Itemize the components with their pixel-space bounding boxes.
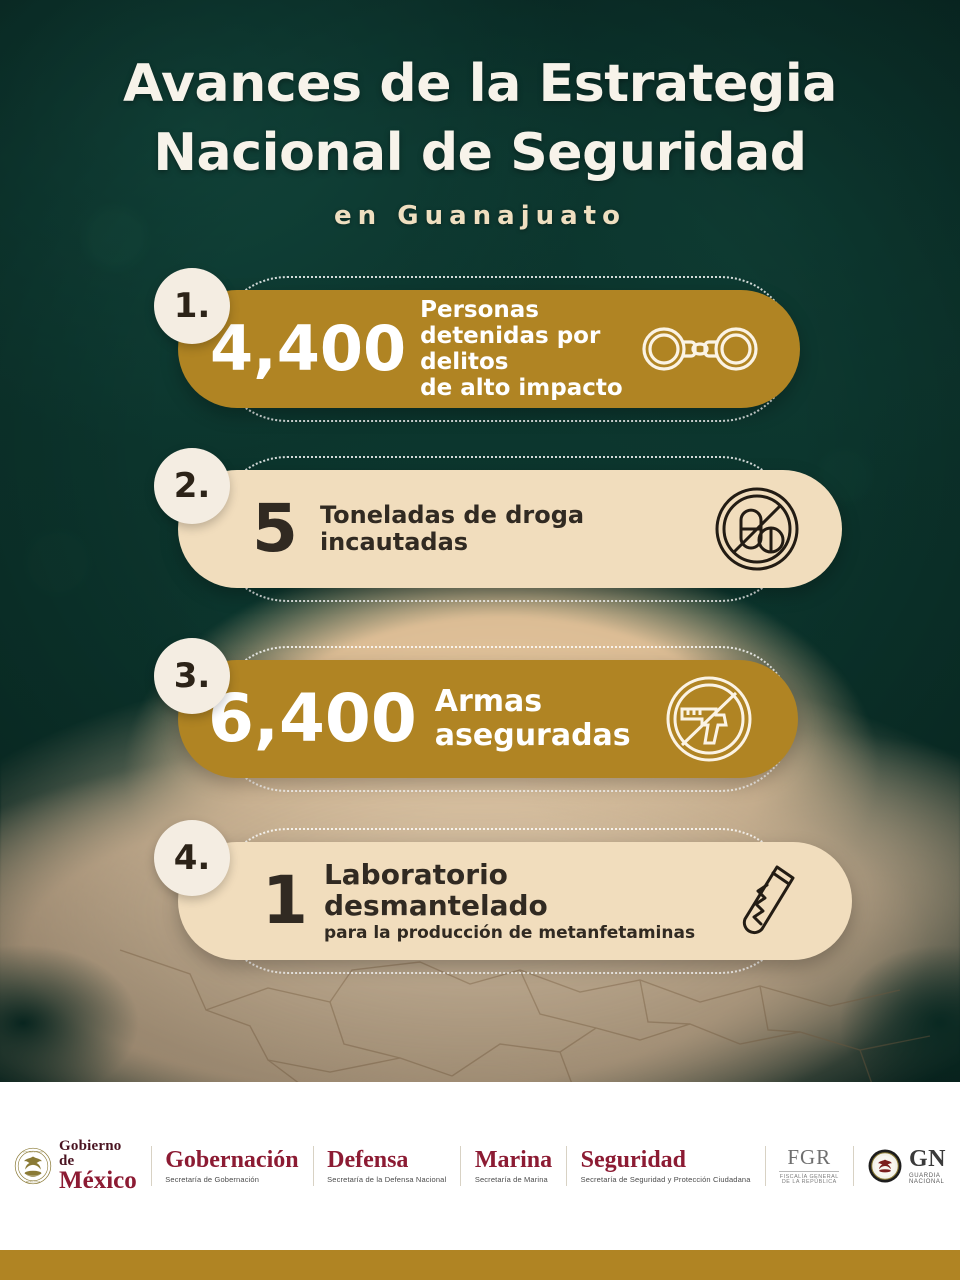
stat-label-line-2: desmantelado xyxy=(323,889,548,923)
logo-subtitle: Secretaría de Marina xyxy=(474,1174,548,1184)
footer-logos-bar: ESTADOS UNIDOS MEXICANOS Gobierno de Méx… xyxy=(0,1082,960,1250)
logo-gobierno-de-mexico: ESTADOS UNIDOS MEXICANOS Gobierno de Méx… xyxy=(0,1139,151,1193)
gn-acronym: GN xyxy=(908,1146,946,1172)
logo-name: Gobernación xyxy=(165,1147,299,1174)
logo-divider xyxy=(566,1146,567,1186)
list-item: 1 Laboratorio desmantelado para la produ… xyxy=(0,820,960,995)
card-badge-4: 4. xyxy=(154,820,230,896)
logo-divider xyxy=(764,1146,766,1186)
logo-subtitle: Secretaría de Gobernación xyxy=(165,1174,260,1184)
logo-divider xyxy=(312,1146,314,1186)
list-item: 5 Toneladas de droga incautadas xyxy=(0,448,960,638)
logo-divider xyxy=(150,1146,152,1186)
logo-divider xyxy=(853,1146,854,1186)
stat-card-1[interactable]: 4,400 Personas detenidas por delitos de … xyxy=(178,290,800,408)
fgr-acronym: FGR xyxy=(779,1146,840,1172)
title-line-2: Nacional de Seguridad xyxy=(153,122,807,183)
stats-list: 4,400 Personas detenidas por delitos de … xyxy=(0,268,960,995)
gn-subtitle: GUARDIA NACIONAL xyxy=(908,1173,945,1185)
logo-seguridad: Seguridad Secretaría de Seguridad y Prot… xyxy=(567,1148,765,1183)
card-badge-1: 1. xyxy=(154,268,230,344)
stat-label-line-2: detenidas por delitos xyxy=(420,323,601,375)
no-drugs-icon xyxy=(714,486,800,572)
stat-number: 4,400 xyxy=(210,312,407,385)
background-map-borders-icon xyxy=(119,949,931,1082)
card-badge-3: 3. xyxy=(154,638,230,714)
handcuffs-icon xyxy=(636,313,764,385)
stat-label-line-1: Toneladas de droga xyxy=(319,500,585,529)
mexico-seal-icon: ESTADOS UNIDOS MEXICANOS xyxy=(14,1147,52,1185)
logo-fgr: FGR FISCALÍA GENERAL DE LA REPÚBLICA xyxy=(765,1146,853,1186)
stat-number: 5 xyxy=(252,490,298,567)
stat-label-line-1: Personas xyxy=(420,297,539,324)
logo-name: Seguridad xyxy=(580,1147,687,1174)
stat-label: Laboratorio desmantelado para la producc… xyxy=(323,857,696,944)
stat-label: Toneladas de droga incautadas xyxy=(319,500,585,556)
logo-marina: Marina Secretaría de Marina xyxy=(461,1148,566,1183)
logo-guardia-nacional: GN GUARDIA NACIONAL xyxy=(854,1147,960,1185)
logo-subtitle: Secretaría de Seguridad y Protección Ciu… xyxy=(580,1174,751,1184)
stat-label-line-1: Laboratorio xyxy=(323,857,508,891)
logo-name: Defensa xyxy=(327,1147,409,1174)
no-gun-icon xyxy=(664,674,754,764)
card-badge-2: 2. xyxy=(154,448,230,524)
gobmx-line-2: México xyxy=(59,1167,137,1194)
gobmx-line-1: Gobierno de xyxy=(59,1138,122,1169)
poster-header: Avances de la Estrategia Nacional de Seg… xyxy=(0,50,960,231)
list-item: 6,400 Armas aseguradas xyxy=(0,638,960,820)
svg-text:ESTADOS UNIDOS: ESTADOS UNIDOS xyxy=(23,1150,44,1153)
stat-label-line-3: de alto impacto xyxy=(420,374,623,401)
list-item: 4,400 Personas detenidas por delitos de … xyxy=(0,268,960,448)
bottom-accent-bar xyxy=(0,1250,960,1280)
stat-label-line-1: Armas xyxy=(434,684,543,720)
stat-card-3[interactable]: 6,400 Armas aseguradas xyxy=(178,660,798,778)
page-subtitle: en Guanajuato xyxy=(334,201,626,232)
fgr-subtitle: FISCALÍA GENERAL DE LA REPÚBLICA xyxy=(779,1173,839,1185)
svg-text:MEXICANOS: MEXICANOS xyxy=(26,1181,41,1184)
background-dark-left xyxy=(0,930,230,1082)
stat-card-2[interactable]: 5 Toneladas de droga incautadas xyxy=(178,470,842,588)
stat-label-line-2: aseguradas xyxy=(434,718,631,753)
logo-subtitle: Secretaría de la Defensa Nacional xyxy=(327,1174,447,1184)
page-title: Avances de la Estrategia Nacional de Seg… xyxy=(0,50,960,187)
stat-label: Personas detenidas por delitos de alto i… xyxy=(420,297,636,401)
logo-divider xyxy=(460,1146,461,1186)
test-tube-icon xyxy=(728,858,808,944)
title-line-1: Avances de la Estrategia xyxy=(123,54,837,114)
logos-row: ESTADOS UNIDOS MEXICANOS Gobierno de Méx… xyxy=(0,1139,960,1193)
logo-gobernacion: Gobernación Secretaría de Gobernación xyxy=(151,1148,312,1183)
logo-name: Marina xyxy=(474,1147,553,1174)
stat-card-4[interactable]: 1 Laboratorio desmantelado para la produ… xyxy=(178,842,852,960)
guardia-nacional-seal-icon xyxy=(868,1149,902,1183)
logo-defensa: Defensa Secretaría de la Defensa Naciona… xyxy=(313,1148,460,1183)
stat-number: 6,400 xyxy=(208,680,417,757)
stat-sublabel: para la producción de metanfetaminas xyxy=(323,922,696,943)
stat-label-line-2: incautadas xyxy=(319,528,469,556)
stat-label: Armas aseguradas xyxy=(435,685,631,753)
stat-number: 1 xyxy=(262,862,308,939)
